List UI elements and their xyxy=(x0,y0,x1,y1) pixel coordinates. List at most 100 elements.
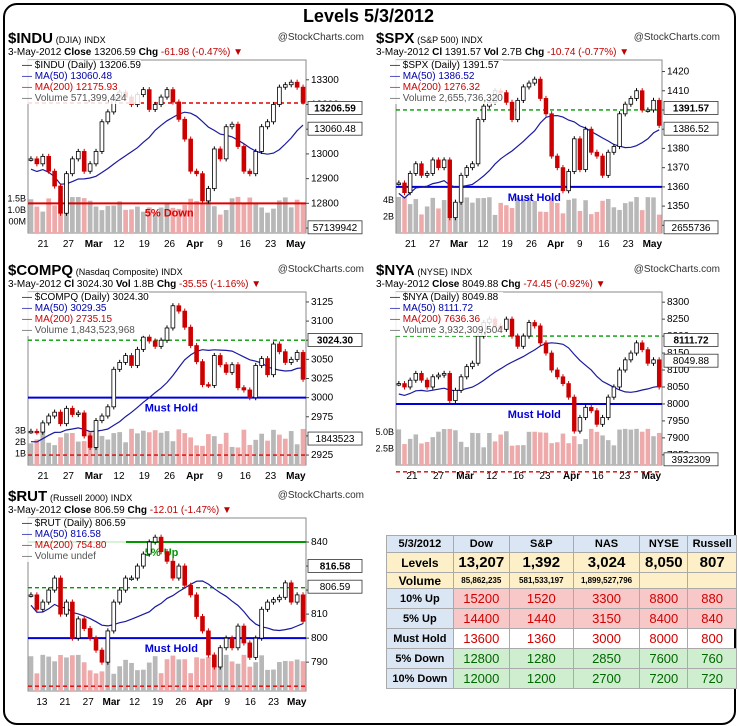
value-tag: 2655736 xyxy=(663,220,719,235)
candle xyxy=(52,409,57,419)
down-arrow-icon: ▼ xyxy=(222,505,232,516)
volume-bar xyxy=(509,208,515,233)
x-tick-label: 26 xyxy=(164,471,176,482)
volume-bar xyxy=(28,199,34,233)
candle xyxy=(105,109,111,125)
candle-body xyxy=(470,163,475,169)
candle-body xyxy=(532,322,537,327)
stockcharts-watermark: @StockCharts.com xyxy=(277,490,364,501)
candle xyxy=(504,90,509,105)
candle-body xyxy=(458,174,464,203)
legend-price: — $RUT (Daily) 806.59 xyxy=(22,518,126,529)
candle-body xyxy=(75,151,81,160)
candle-body xyxy=(628,98,634,105)
volume-bar xyxy=(229,661,235,691)
volume-bar xyxy=(277,662,282,691)
value-tag-box xyxy=(307,579,363,594)
candle-body xyxy=(402,182,407,194)
price-tick-label: 8050 xyxy=(667,382,690,393)
candle-body xyxy=(566,171,571,192)
volume-bar xyxy=(247,666,253,691)
candle-body xyxy=(229,637,235,649)
volume-bar xyxy=(498,202,503,233)
volume-bar xyxy=(105,205,111,233)
candle xyxy=(271,597,276,605)
volume-bar xyxy=(182,204,188,233)
level-line-label: Must Hold xyxy=(145,643,198,655)
candle-body xyxy=(146,541,152,555)
candle xyxy=(623,101,628,117)
volume-bar xyxy=(64,205,69,233)
legend-price: — $NYA (Daily) 8049.88 xyxy=(390,292,499,303)
volume-bar xyxy=(492,214,498,233)
candle xyxy=(182,308,188,330)
volume-bar xyxy=(407,438,413,465)
level-row: 10% Down 12000 1200 2700 7200 720 xyxy=(386,668,737,689)
legend-price: — $INDU (Daily) 13206.59 xyxy=(22,60,141,71)
candle-body xyxy=(577,138,583,170)
chart-header: $RUT (Russell 2000) INDX xyxy=(8,488,132,505)
legend-volume: — Volume 3,932,309,504 xyxy=(390,325,503,336)
candle-body xyxy=(253,151,259,175)
candle xyxy=(194,592,199,620)
candle xyxy=(52,168,57,189)
volume-bar xyxy=(300,428,306,465)
candle xyxy=(294,592,300,605)
volume-bar xyxy=(656,214,662,233)
legend-ma50: — MA(50) 3029.35 xyxy=(22,303,107,314)
volume-tick-label: 1.5B xyxy=(8,193,26,203)
volume-bar xyxy=(87,670,93,691)
candle xyxy=(430,157,435,177)
candle xyxy=(46,413,51,426)
candle-body xyxy=(600,417,605,425)
candle-body xyxy=(288,358,294,363)
x-tick-label: Mar xyxy=(103,697,121,708)
candle-body xyxy=(129,355,134,366)
legend-ma200: — MA(200) 754.80 xyxy=(22,540,107,551)
volume-bar xyxy=(566,443,571,465)
candle xyxy=(206,628,211,658)
level-value: 760 xyxy=(687,648,737,669)
level-row-label: Must Hold xyxy=(386,628,454,649)
volume-bar xyxy=(40,428,46,465)
x-tick-label: May xyxy=(287,697,307,708)
candle-body xyxy=(247,389,253,399)
level-value: 8000 xyxy=(639,628,689,649)
volume-bar xyxy=(651,436,656,465)
volume-bar xyxy=(605,440,611,465)
volume-bar xyxy=(253,662,259,691)
volume-bar xyxy=(81,441,87,465)
candle-body xyxy=(206,188,211,202)
legend-volume: — Volume 1,843,523,968 xyxy=(22,325,135,336)
candle-body xyxy=(158,339,164,347)
candle xyxy=(241,143,247,174)
volume-bar xyxy=(200,202,205,233)
value-tag: 1391.57 xyxy=(663,101,719,115)
x-tick-label: 16 xyxy=(593,471,605,482)
value-tag-box xyxy=(663,121,719,136)
value-tag-text: 13060.48 xyxy=(314,124,356,135)
chart-svg: 3125310030753050302530002975295029253B2B… xyxy=(15,291,363,482)
candle-body xyxy=(46,155,51,172)
candle xyxy=(651,97,656,113)
candle xyxy=(259,124,264,155)
x-tick-label: 23 xyxy=(265,471,277,482)
candle-body xyxy=(217,355,223,366)
candle xyxy=(504,316,509,332)
candle xyxy=(656,97,662,128)
chart-exchange: INDX xyxy=(161,267,183,277)
stockcharts-watermark: @StockCharts.com xyxy=(633,264,720,275)
candle-body xyxy=(475,119,481,165)
candle xyxy=(566,168,571,194)
chart-date: 3-May-2012 xyxy=(376,47,433,58)
volume-bar xyxy=(200,445,205,465)
chart-info-line: 3-May-2012 Cl 1391.57 Vol 2.7B Chg -10.7… xyxy=(376,47,629,58)
info-value: 13206.59 xyxy=(94,47,139,58)
candle-body xyxy=(259,608,264,639)
candle xyxy=(170,303,176,331)
value-tag-text: 8049.88 xyxy=(673,356,710,367)
volume-bar xyxy=(129,662,134,691)
candle-body xyxy=(594,410,600,425)
x-tick-label: 12 xyxy=(486,471,498,482)
legend-ma200: — MA(200) 7636.36 xyxy=(390,314,481,325)
